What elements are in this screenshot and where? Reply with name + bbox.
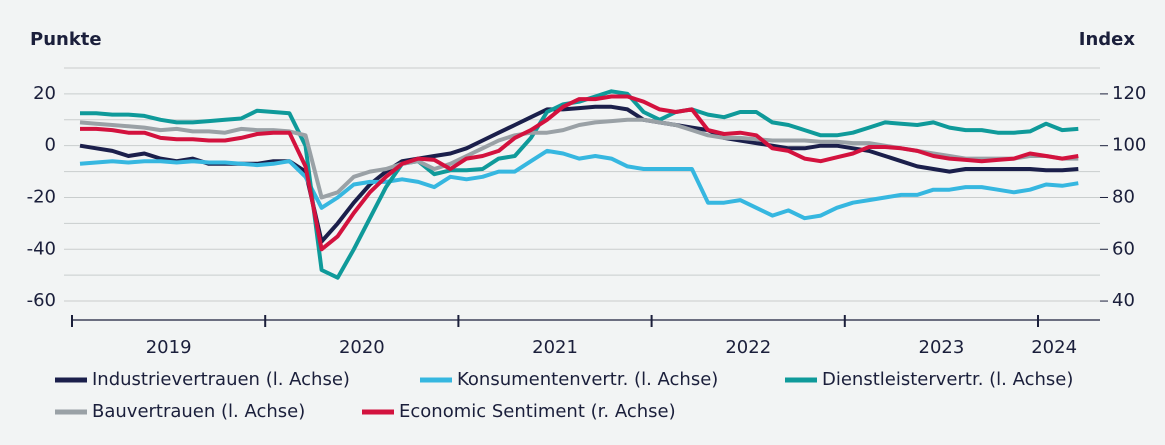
series-line [80,89,1079,280]
legend-label: Konsumentenvertr. (l. Achse) [457,369,718,390]
series-line [79,148,1079,221]
x-tick-label: 2024 [1031,337,1077,358]
y2-tick-label: 120 [1112,83,1146,104]
x-tick-label: 2020 [339,337,385,358]
series-line [80,94,1079,252]
x-tick-label: 2019 [146,337,192,358]
y2-tick-label: 80 [1112,186,1135,207]
legend-label: Bauvertrauen (l. Achse) [92,401,305,422]
legend-label: Economic Sentiment (r. Achse) [399,401,676,422]
y-tick-label: 20 [33,83,56,104]
y2-tick-label: 60 [1112,238,1135,259]
legend-label: Industrievertrauen (l. Achse) [92,369,350,390]
legend-label: Dienstleistervertr. (l. Achse) [822,369,1073,390]
y-tick-label: -60 [27,290,56,311]
y2-tick-label: 100 [1112,135,1146,156]
y-tick-label: -20 [27,186,56,207]
x-tick-label: 2022 [725,337,771,358]
y-axis-label: Punkte [30,29,102,50]
x-tick-label: 2021 [532,337,578,358]
y2-axis-label: Index [1079,29,1136,50]
y-tick-label: -40 [27,238,56,259]
y-tick-label: 0 [45,135,56,156]
y2-tick-label: 40 [1112,290,1135,311]
x-tick-label: 2023 [919,337,965,358]
